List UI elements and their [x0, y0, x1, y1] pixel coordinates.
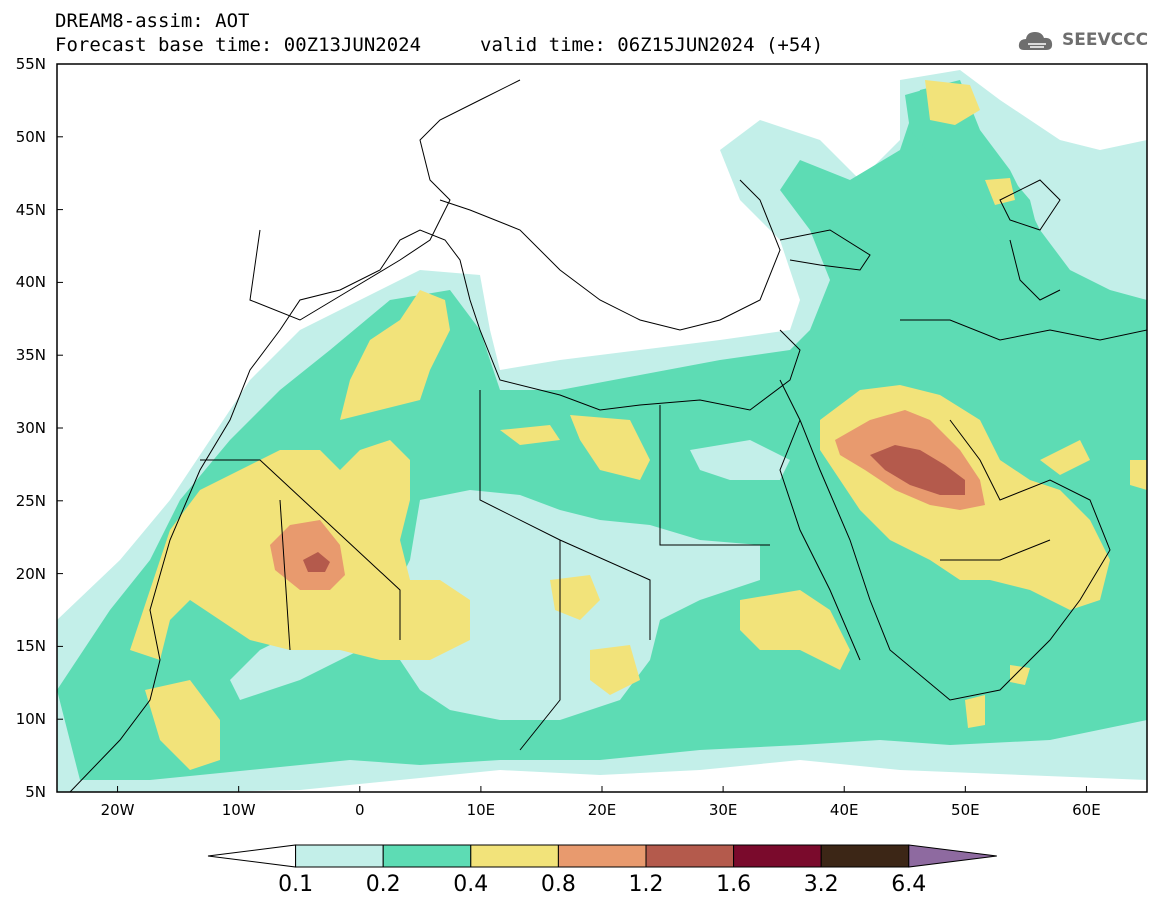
coastlines [69, 79, 1147, 792]
colorbar-segment [733, 844, 822, 868]
aot-level-1.2 [303, 445, 965, 572]
lat-label: 15N [15, 637, 46, 656]
valid-time-label: valid time: 06Z15JUN2024 (+54) [480, 34, 824, 56]
lon-label: 20E [587, 801, 617, 819]
colorbar-segment [820, 844, 910, 868]
lat-label: 40N [15, 273, 46, 292]
lat-label: 45N [15, 200, 46, 219]
colorbar-arrow-high [908, 844, 997, 868]
colorbar-label: 1.6 [716, 872, 752, 897]
lat-label: 5N [25, 783, 46, 801]
lat-label: 25N [15, 491, 46, 510]
lat-label: 30N [15, 419, 46, 437]
colorbar-segment [557, 844, 647, 868]
colorbar-label: 3.2 [803, 872, 839, 897]
lon-label: 30E [708, 801, 738, 819]
lat-label: 50N [15, 127, 46, 146]
lon-label: 60E [1072, 801, 1101, 819]
colorbar-segment [382, 844, 472, 868]
colorbar-label: 6.4 [891, 872, 927, 897]
cloud-logo-icon [1018, 32, 1053, 50]
colorbar-segment [470, 844, 559, 868]
colorbar-label: 0.4 [453, 872, 489, 897]
lat-label: 10N [15, 710, 46, 729]
lon-label: 0 [354, 801, 365, 819]
lat-label: 20N [15, 564, 46, 583]
logo-text: SEEVCCC [1062, 30, 1149, 50]
base-time-label: Forecast base time: 00Z13JUN2024 [55, 34, 422, 56]
lon-label: 10E [466, 801, 496, 819]
colorbar-segment [645, 844, 735, 868]
colorbar-label: 0.2 [365, 872, 401, 897]
lon-label: 20W [100, 801, 135, 819]
lat-label: 55N [15, 55, 46, 73]
colorbar-segment [295, 844, 384, 868]
lat-label: 35N [15, 346, 46, 365]
lon-label: 10W [221, 801, 256, 819]
colorbar-label: 0.8 [540, 872, 576, 897]
lon-label: 50E [951, 801, 980, 819]
colorbar-arrow-low [207, 844, 297, 868]
colorbar-label: 0.1 [278, 872, 314, 897]
colorbar-label: 1.2 [628, 872, 664, 897]
chart-title: DREAM8-assim: AOT [55, 10, 250, 32]
lon-label: 40E [829, 801, 859, 819]
